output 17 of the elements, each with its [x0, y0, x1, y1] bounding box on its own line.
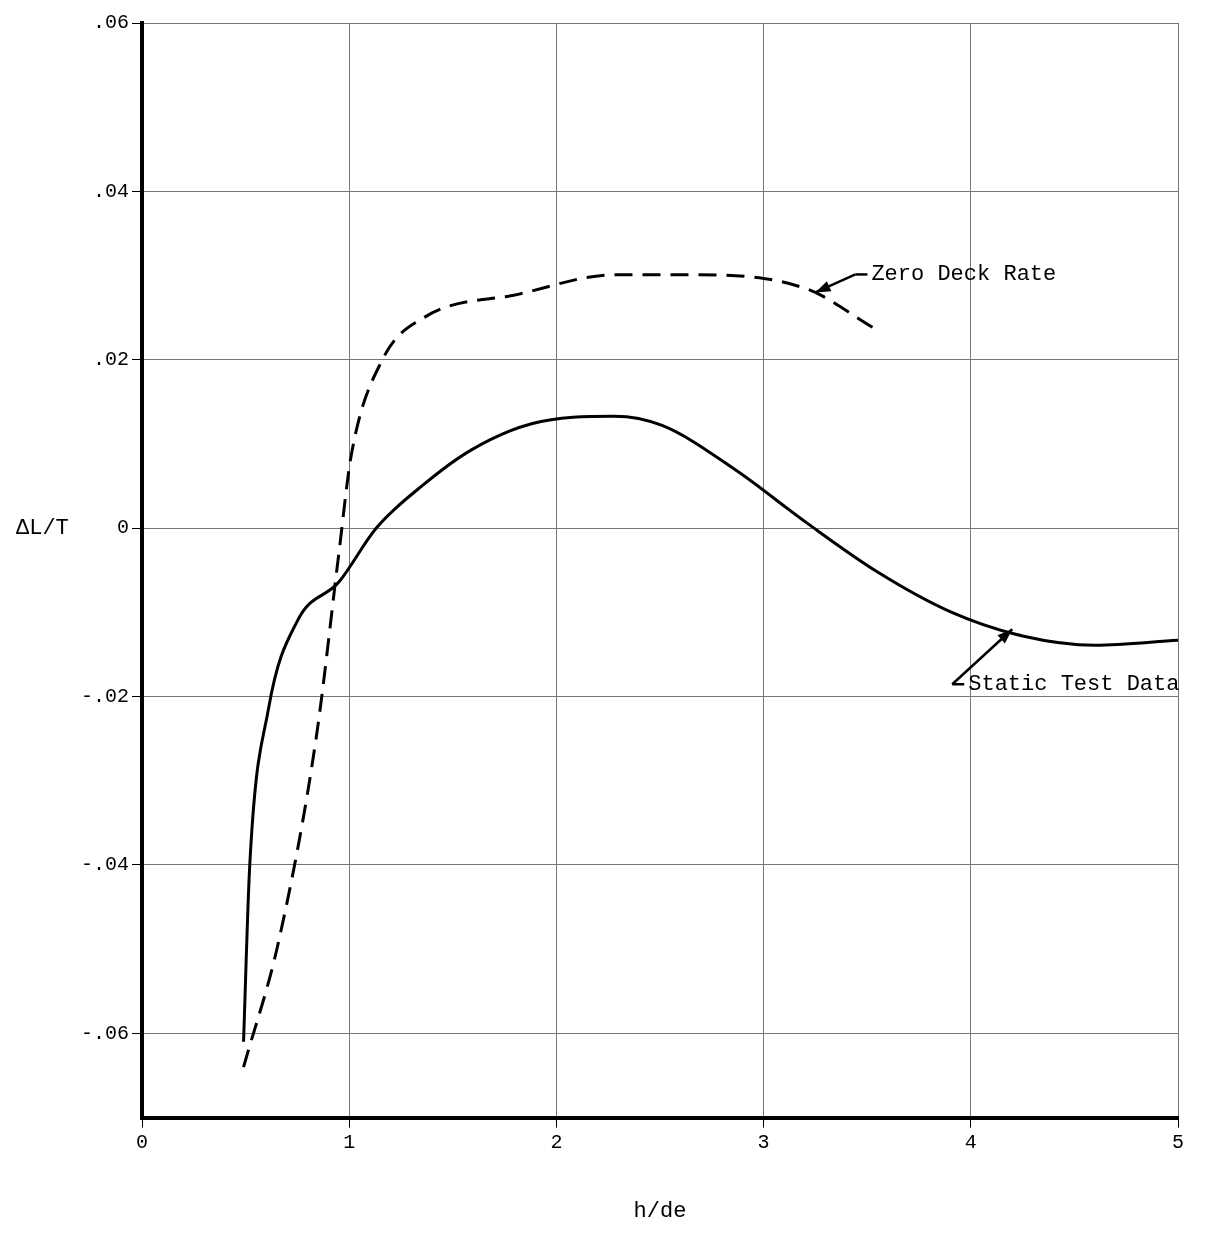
y-tick-label: -.04: [80, 853, 130, 877]
x-tick-label: 3: [757, 1130, 770, 1154]
y-tick-label: .02: [92, 348, 130, 372]
x-tick-label: 2: [550, 1130, 563, 1154]
annotation: Zero Deck Rate: [871, 262, 1057, 288]
y-tick-label: .04: [92, 179, 130, 203]
y-axis-title: ΔL/T: [16, 516, 69, 542]
y-tick-label: 0: [116, 516, 130, 540]
x-tick-label: 0: [136, 1130, 149, 1154]
y-tick-label: .06: [92, 11, 130, 35]
x-axis-title: h/de: [633, 1198, 687, 1224]
y-tick-label: -.06: [80, 1021, 130, 1045]
y-tick-label: -.02: [80, 684, 130, 708]
x-tick-label: 4: [964, 1130, 977, 1154]
annotation: Static Test Data: [968, 672, 1180, 698]
x-tick-label: 1: [343, 1130, 356, 1154]
x-tick-label: 5: [1171, 1130, 1185, 1154]
